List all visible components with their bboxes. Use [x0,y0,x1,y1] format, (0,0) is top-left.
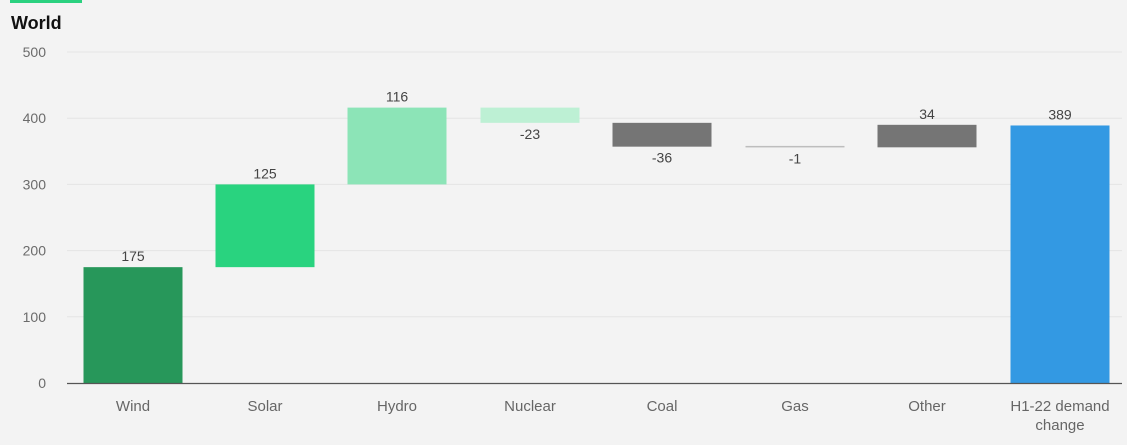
y-tick-label: 500 [23,44,47,60]
y-tick-label: 0 [38,375,46,391]
value-label: -36 [652,150,672,166]
value-label: -23 [520,126,540,142]
value-label: 389 [1048,106,1072,122]
value-label: -1 [789,150,802,166]
title-accent-bar [10,0,82,3]
bars [83,107,1110,384]
category-label: Hydro [377,398,417,415]
category-label: Solar [247,398,282,415]
y-tick-label: 100 [23,309,47,325]
y-tick-label: 400 [23,110,47,126]
bar-other [877,124,977,148]
bar-nuclear [480,107,580,123]
bar-h1-22-demand-change [1010,125,1110,384]
value-label: 116 [386,89,409,105]
bar-wind [83,267,183,383]
bar-hydro [347,107,447,185]
value-label: 175 [121,248,145,264]
category-labels: Wind Solar Hydro Nuclear Coal Gas Other H1-22 d… [116,398,1110,434]
bar-gas [745,145,845,148]
y-axis-ticks: 0 100 200 300 400 500 [23,44,47,391]
y-tick-label: 200 [23,243,47,259]
category-label: Other [908,398,946,415]
value-labels: 175 125 116 -23 -36 -1 34 389 [121,89,1072,265]
category-label: Gas [781,398,809,415]
y-tick-label: 300 [23,176,47,192]
bar-solar [215,184,315,268]
category-label: Nuclear [504,398,556,415]
value-label: 34 [919,106,935,122]
category-label: H1-22 demand change [1010,398,1109,434]
category-label: Coal [647,398,678,415]
category-label: Wind [116,398,150,415]
chart-title: World [11,13,62,33]
bar-coal [612,122,712,147]
value-label: 125 [253,165,277,181]
